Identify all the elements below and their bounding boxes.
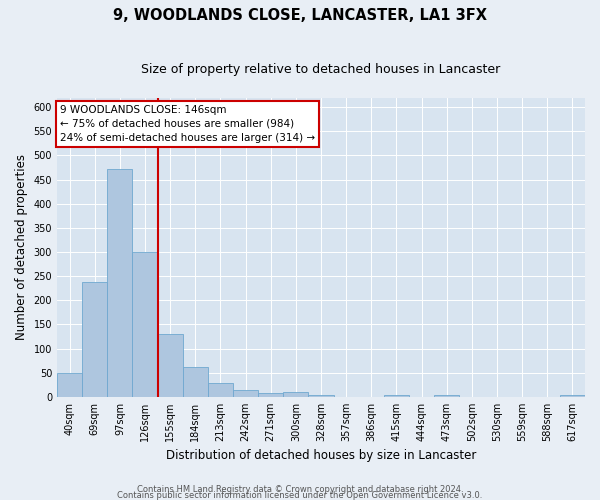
Text: Contains HM Land Registry data © Crown copyright and database right 2024.: Contains HM Land Registry data © Crown c… <box>137 484 463 494</box>
Bar <box>208 384 233 397</box>
Bar <box>82 282 107 397</box>
Y-axis label: Number of detached properties: Number of detached properties <box>15 154 28 340</box>
Text: Contains public sector information licensed under the Open Government Licence v3: Contains public sector information licen… <box>118 490 482 500</box>
Bar <box>258 393 283 397</box>
Bar <box>560 395 585 397</box>
Bar <box>233 390 258 397</box>
Bar <box>183 367 208 397</box>
Title: Size of property relative to detached houses in Lancaster: Size of property relative to detached ho… <box>142 62 500 76</box>
Bar <box>384 395 409 397</box>
Bar <box>133 252 158 397</box>
Bar <box>308 394 334 397</box>
Text: 9, WOODLANDS CLOSE, LANCASTER, LA1 3FX: 9, WOODLANDS CLOSE, LANCASTER, LA1 3FX <box>113 8 487 22</box>
Bar <box>283 392 308 397</box>
Bar <box>57 374 82 397</box>
Text: 9 WOODLANDS CLOSE: 146sqm
← 75% of detached houses are smaller (984)
24% of semi: 9 WOODLANDS CLOSE: 146sqm ← 75% of detac… <box>59 105 315 143</box>
Bar <box>434 396 459 397</box>
Bar <box>158 334 183 397</box>
Bar <box>107 170 133 397</box>
X-axis label: Distribution of detached houses by size in Lancaster: Distribution of detached houses by size … <box>166 450 476 462</box>
